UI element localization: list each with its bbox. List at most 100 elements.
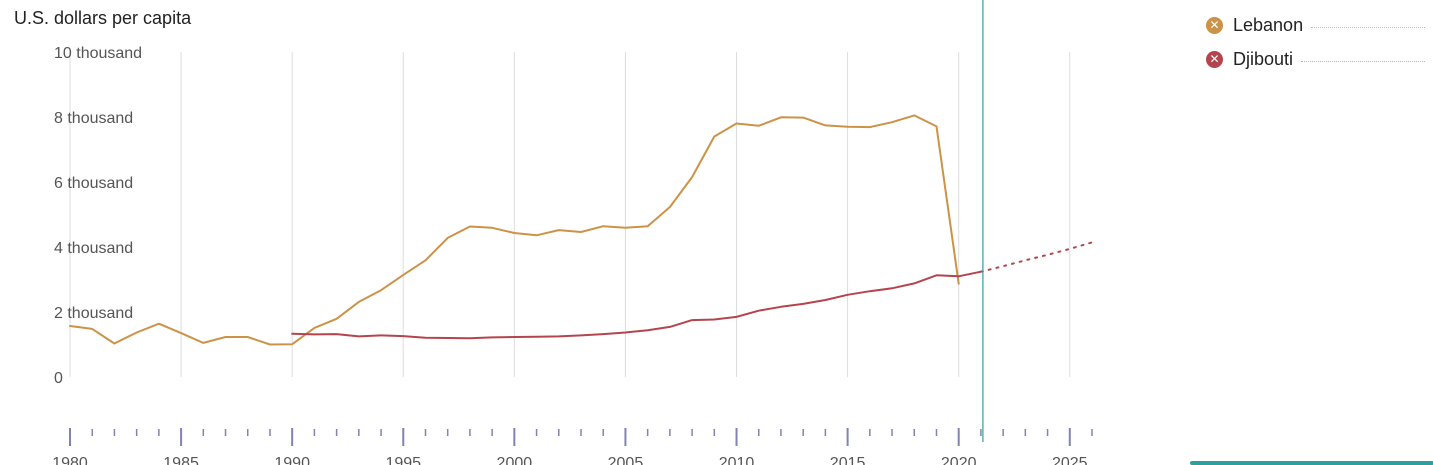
x-tick-label: 2020 (941, 455, 977, 465)
x-tick-label: 1995 (385, 455, 421, 465)
data-point-lebanon-2000[interactable] (510, 229, 518, 237)
data-point-djibouti-1996[interactable] (422, 334, 430, 342)
data-point-djibouti-1994[interactable] (377, 331, 385, 339)
data-point-lebanon-1993[interactable] (355, 298, 363, 306)
data-point-lebanon-2004[interactable] (599, 222, 607, 230)
x-tick-label: 2010 (719, 455, 755, 465)
data-point-djibouti-2020[interactable] (955, 272, 963, 280)
data-point-lebanon-2007[interactable] (666, 203, 674, 211)
data-point-djibouti-1995[interactable] (399, 332, 407, 340)
data-point-djibouti-2005[interactable] (621, 329, 629, 337)
close-x-icon[interactable]: ✕ (1206, 50, 1223, 68)
data-point-lebanon-1996[interactable] (422, 256, 430, 264)
y-tick-label: 2 thousand (54, 305, 133, 322)
data-point-lebanon-1980[interactable] (66, 322, 74, 330)
data-point-lebanon-1988[interactable] (244, 333, 252, 341)
close-x-icon[interactable]: ✕ (1206, 16, 1223, 34)
series-layer (66, 111, 1093, 349)
y-axis-title: U.S. dollars per capita (14, 8, 192, 28)
data-point-lebanon-2016[interactable] (866, 123, 874, 131)
data-point-lebanon-1992[interactable] (333, 315, 341, 323)
grid-layer (69, 52, 1071, 377)
data-point-djibouti-2012[interactable] (777, 303, 785, 311)
data-point-lebanon-2001[interactable] (533, 231, 541, 239)
data-point-lebanon-1982[interactable] (110, 340, 118, 348)
data-point-djibouti-2006[interactable] (644, 326, 652, 334)
data-point-djibouti-1999[interactable] (488, 333, 496, 341)
data-point-djibouti-2008[interactable] (688, 316, 696, 324)
y-tick-labels: 0 2 thousand 4 thousand 6 thousand 8 thousan… (54, 45, 142, 387)
legend-leader-line (1301, 60, 1425, 62)
series-line-djibouti[interactable] (291, 270, 982, 340)
data-point-djibouti-2000[interactable] (510, 333, 518, 341)
data-point-lebanon-1983[interactable] (133, 329, 141, 337)
data-point-lebanon-2012[interactable] (777, 113, 785, 121)
data-point-lebanon-1994[interactable] (377, 286, 385, 294)
data-point-lebanon-2020[interactable] (955, 280, 963, 288)
x-tick-label: 1980 (52, 455, 88, 465)
data-point-lebanon-1984[interactable] (155, 320, 163, 328)
data-point-djibouti-2007[interactable] (666, 323, 674, 331)
data-point-djibouti-1991[interactable] (310, 330, 318, 338)
data-point-lebanon-1989[interactable] (266, 341, 274, 349)
y-tick-label: 8 thousand (54, 110, 133, 127)
y-tick-label: 6 thousand (54, 175, 133, 192)
y-tick-label: 0 (54, 370, 63, 387)
data-point-lebanon-1995[interactable] (399, 271, 407, 279)
data-point-djibouti-2003[interactable] (577, 331, 585, 339)
data-point-djibouti-2002[interactable] (555, 332, 563, 340)
data-point-djibouti-2011[interactable] (755, 307, 763, 315)
data-point-djibouti-2018[interactable] (910, 279, 918, 287)
data-point-djibouti-2013[interactable] (799, 300, 807, 308)
x-tick-label: 2015 (830, 455, 866, 465)
data-point-lebanon-2014[interactable] (821, 121, 829, 129)
data-point-lebanon-2013[interactable] (799, 114, 807, 122)
data-point-djibouti-2016[interactable] (866, 287, 874, 295)
data-point-lebanon-1999[interactable] (488, 224, 496, 232)
x-tick-label: 2000 (497, 455, 533, 465)
data-point-lebanon-2019[interactable] (933, 122, 941, 130)
data-point-djibouti-2010[interactable] (733, 313, 741, 321)
data-point-lebanon-2002[interactable] (555, 226, 563, 234)
data-point-lebanon-2018[interactable] (910, 111, 918, 119)
data-point-djibouti-2014[interactable] (821, 296, 829, 304)
data-point-djibouti-2019[interactable] (933, 271, 941, 279)
data-point-lebanon-1997[interactable] (444, 234, 452, 242)
data-point-djibouti-2015[interactable] (844, 291, 852, 299)
projection-line-djibouti[interactable] (979, 241, 1093, 273)
data-point-djibouti-1990[interactable] (288, 330, 296, 338)
data-point-lebanon-2015[interactable] (844, 123, 852, 131)
data-point-lebanon-1986[interactable] (199, 339, 207, 347)
data-point-lebanon-2008[interactable] (688, 173, 696, 181)
legend-item-lebanon[interactable]: ✕ Lebanon (1206, 8, 1433, 42)
data-point-lebanon-1990[interactable] (288, 340, 296, 348)
data-point-lebanon-1985[interactable] (177, 329, 185, 337)
data-point-lebanon-1987[interactable] (222, 333, 230, 341)
data-point-djibouti-1997[interactable] (444, 334, 452, 342)
data-point-lebanon-2003[interactable] (577, 228, 585, 236)
data-point-lebanon-1998[interactable] (466, 223, 474, 231)
data-point-lebanon-1981[interactable] (88, 325, 96, 333)
x-tick-label: 2025 (1052, 455, 1088, 465)
data-point-djibouti-2017[interactable] (888, 284, 896, 292)
data-point-djibouti-1992[interactable] (333, 330, 341, 338)
legend-label-lebanon: Lebanon (1233, 14, 1312, 36)
data-point-lebanon-2006[interactable] (644, 222, 652, 230)
data-point-lebanon-2005[interactable] (621, 224, 629, 232)
data-point-djibouti-2004[interactable] (599, 330, 607, 338)
x-tick-label: 1990 (274, 455, 310, 465)
legend-item-djibouti[interactable]: ✕ Djibouti (1206, 42, 1433, 76)
series-line-lebanon[interactable] (69, 114, 960, 346)
x-tick-label: 1985 (163, 455, 199, 465)
data-point-djibouti-1993[interactable] (355, 332, 363, 340)
data-point-lebanon-2017[interactable] (888, 118, 896, 126)
data-point-djibouti-2001[interactable] (533, 333, 541, 341)
data-point-lebanon-2011[interactable] (755, 122, 763, 130)
data-point-lebanon-2010[interactable] (733, 120, 741, 128)
data-point-djibouti-2009[interactable] (710, 316, 718, 324)
data-point-lebanon-2009[interactable] (710, 133, 718, 141)
y-tick-label: 4 thousand (54, 240, 133, 257)
data-point-djibouti-1998[interactable] (466, 334, 474, 342)
